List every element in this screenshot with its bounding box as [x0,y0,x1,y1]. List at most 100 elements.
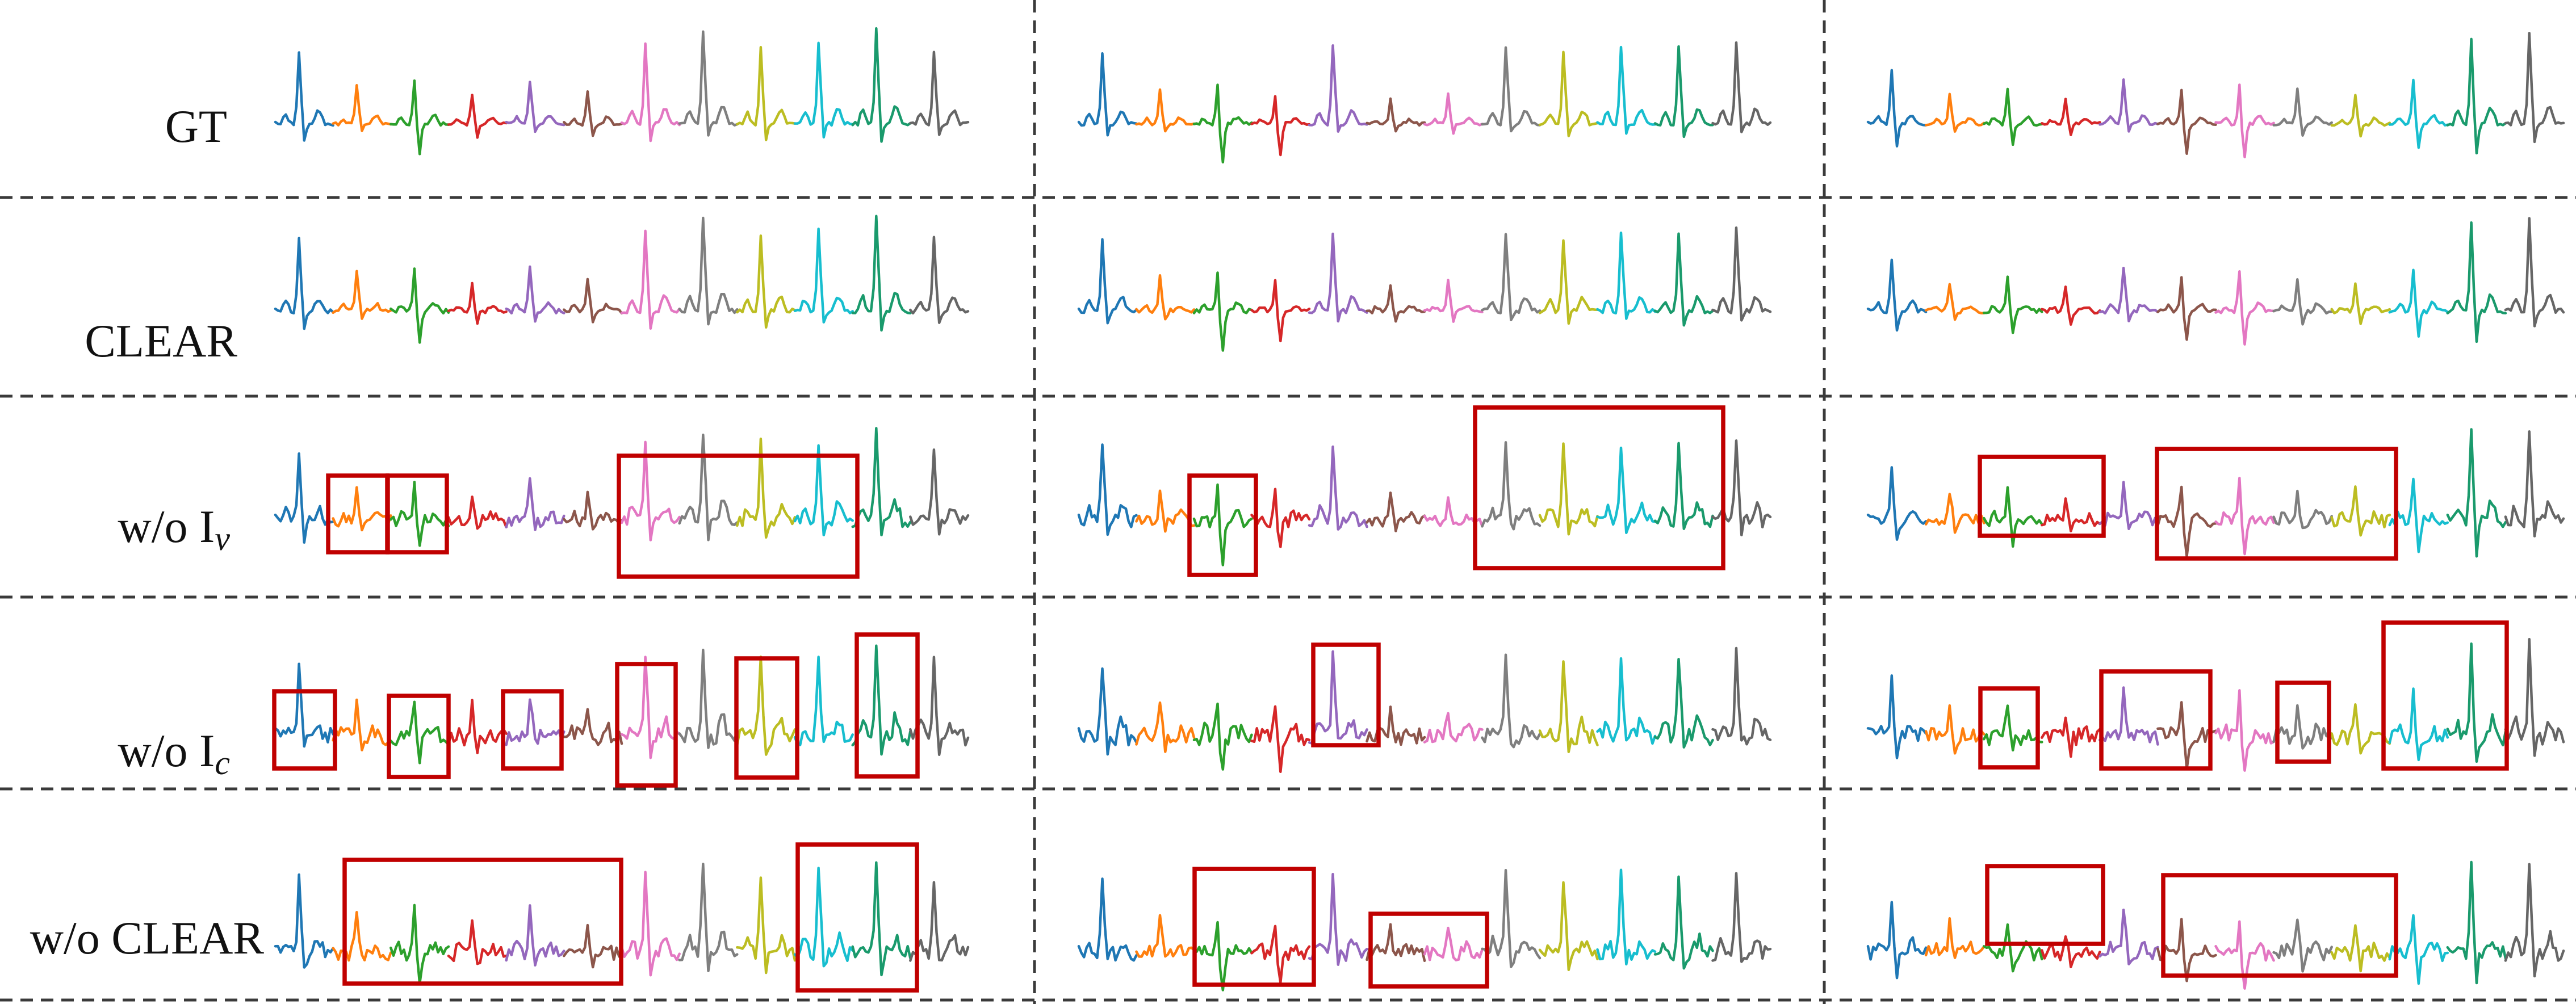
ecg-segment [909,236,970,324]
ecg-segment [274,51,334,142]
ecg-segment [1982,87,2043,146]
ecg-segment [736,46,797,141]
ecg-segment [2330,485,2391,537]
error-box [2155,447,2398,561]
ecg-segment [2041,497,2101,533]
ecg-segment [2272,918,2333,973]
ecg-segment [851,861,912,977]
ecg-segment [389,481,450,547]
ecg-segment [1481,46,1542,133]
ecg-segment [1481,233,1542,322]
ecg-segment [1653,875,1714,970]
ecg-segment [678,216,739,326]
ecg-segment [1308,44,1368,133]
ecg-segment [1192,83,1253,163]
ecg-segment [1135,914,1196,958]
ecg-segment [2504,430,2565,537]
ecg-segment [2504,863,2565,978]
ecg-segment [505,81,566,133]
ecg-segment [2214,920,2275,990]
ecg-segment [1077,52,1138,137]
ecg-segment [1423,926,1484,961]
ecg-segment [1366,705,1426,746]
ecg-segment [1538,239,1599,325]
row-label-clear: CLEAR [85,315,237,367]
ecg-segment [447,94,508,139]
ecg-segment [1538,881,1599,972]
ecg-segment [389,79,450,156]
ecg-segment [2041,98,2101,136]
ecg-segment [2446,860,2507,985]
ecg-segment [909,448,970,536]
ecg-segment [1596,45,1657,135]
ecg-segment [620,440,681,541]
ecg-segment [1653,442,1714,530]
ecg-segment [332,486,392,532]
ecg-segment [1538,660,1599,753]
ecg-segment [620,656,681,759]
ecg-segment [563,708,623,746]
ecg-segment [1866,258,1928,332]
ecg-segment [793,41,854,139]
ecg-segment [1481,868,1542,968]
error-box [386,473,449,554]
ecg-segment [2446,37,2507,155]
row-label-wo-ic: w/o Ic [118,725,230,782]
ecg-segment [1077,877,1138,962]
ecg-segment [1135,701,1196,753]
ecg-segment [447,282,508,325]
error-box [615,662,678,788]
ecg-segment [1250,279,1311,343]
ecg-segment [678,648,739,749]
error-box [2099,669,2213,771]
ecg-segment [1653,658,1714,749]
ecg-segment [563,90,623,137]
ecg-segment [1596,657,1657,745]
ecg-segment [274,237,334,330]
ecg-segment [505,904,566,967]
ecg-segment [620,871,681,977]
ecg-segment [2388,477,2449,553]
ecg-segment [563,490,623,531]
ecg-segment [909,656,970,757]
ecg-segment [332,698,392,751]
ecg-segment [2504,32,2565,144]
ecg-segment [678,434,739,541]
error-box [1368,911,1489,989]
ecg-segment [2099,908,2159,965]
ecg-segment [2214,689,2275,772]
ecg-segment [2388,268,2449,338]
ecg-segment [1250,95,1311,157]
error-highlight-boxes [272,405,2509,993]
ecg-segment [389,904,450,985]
ecg-segment [332,270,392,320]
ecg-segment [793,656,854,746]
error-box [1187,473,1258,577]
ecg-segment [2388,78,2449,149]
ecg-segment [1924,283,1986,321]
ecg-segment [1924,93,1986,133]
ecg-segment [736,876,797,974]
ecg-segment [2272,278,2333,326]
ecg-segment [1982,486,2043,548]
ecg-segment [1866,466,1928,541]
ecg-segment [851,215,912,332]
ecg-segment [505,698,566,746]
ecg-segment [447,699,508,754]
ecg-segment [1711,646,1772,746]
ecg-segment [736,234,797,329]
ecg-segment [2272,489,2333,530]
ecg-segment [2099,266,2159,323]
ecg-segment [909,51,970,136]
error-box [1978,686,2040,770]
ecg-segment [1135,88,1196,133]
ecg-segment [563,278,623,324]
ecg-segment [2214,83,2275,158]
ecg-segment [1924,493,1986,534]
ecg-segment [1135,274,1196,321]
ecg-segment [1250,925,1311,984]
ecg-segment [2272,87,2333,137]
error-box [342,858,623,986]
ecg-segment [620,42,681,142]
